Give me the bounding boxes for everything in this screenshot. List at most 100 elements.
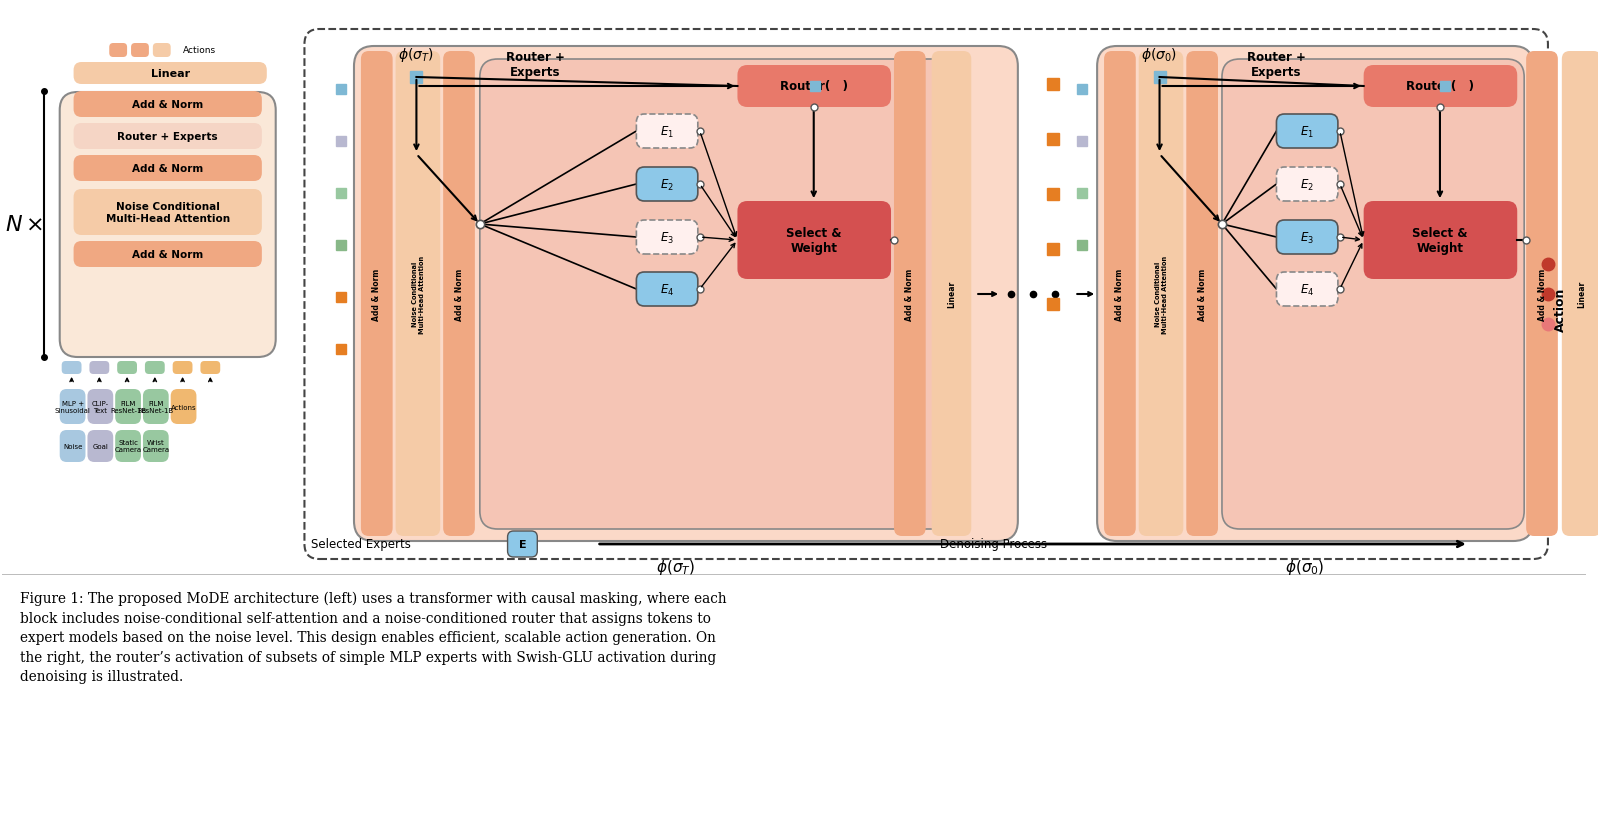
Text: $E_2$: $E_2$: [660, 177, 674, 192]
FancyBboxPatch shape: [115, 390, 141, 424]
FancyBboxPatch shape: [117, 361, 137, 374]
FancyBboxPatch shape: [636, 115, 698, 149]
Text: Add & Norm: Add & Norm: [454, 268, 463, 320]
Text: CLIP-
Text: CLIP- Text: [91, 401, 109, 414]
FancyBboxPatch shape: [74, 124, 262, 150]
Text: Action: Action: [1555, 287, 1568, 332]
FancyBboxPatch shape: [173, 361, 192, 374]
FancyBboxPatch shape: [74, 242, 262, 268]
Text: Add & Norm: Add & Norm: [133, 164, 203, 174]
FancyBboxPatch shape: [142, 390, 169, 424]
Text: Linear: Linear: [948, 281, 956, 308]
Text: Linear: Linear: [152, 69, 190, 79]
FancyBboxPatch shape: [1222, 60, 1524, 529]
Text: Router(   ): Router( ): [1406, 80, 1473, 93]
Text: Add & Norm: Add & Norm: [1115, 268, 1125, 320]
Text: $E_3$: $E_3$: [660, 230, 674, 245]
Text: FiLM
ResNet-1B: FiLM ResNet-1B: [110, 401, 145, 414]
Text: Figure 1: The proposed MoDE architecture (left) uses a transformer with causal m: Figure 1: The proposed MoDE architecture…: [21, 591, 727, 684]
FancyBboxPatch shape: [1526, 52, 1558, 536]
Text: Select &
Weight: Select & Weight: [786, 227, 842, 255]
FancyBboxPatch shape: [355, 47, 1018, 541]
FancyBboxPatch shape: [88, 431, 113, 463]
Text: $E_1$: $E_1$: [660, 124, 674, 139]
Text: Add & Norm: Add & Norm: [1197, 268, 1206, 320]
FancyBboxPatch shape: [893, 52, 925, 536]
Text: $\phi(\sigma_0)$: $\phi(\sigma_0)$: [1141, 46, 1178, 64]
Text: Actions: Actions: [171, 405, 197, 410]
FancyBboxPatch shape: [396, 52, 439, 536]
Text: $E_1$: $E_1$: [1301, 124, 1314, 139]
Text: Wrist
Camera: Wrist Camera: [142, 440, 169, 453]
FancyBboxPatch shape: [1363, 66, 1517, 108]
Text: Router +
Experts: Router + Experts: [1246, 51, 1306, 79]
FancyBboxPatch shape: [131, 44, 149, 58]
FancyBboxPatch shape: [62, 361, 81, 374]
FancyBboxPatch shape: [59, 93, 276, 358]
FancyBboxPatch shape: [145, 361, 165, 374]
Text: $\phi(\sigma_T)$: $\phi(\sigma_T)$: [657, 558, 695, 577]
FancyBboxPatch shape: [508, 532, 537, 557]
Text: Add & Norm: Add & Norm: [133, 100, 203, 110]
Text: Add & Norm: Add & Norm: [372, 268, 382, 320]
FancyBboxPatch shape: [636, 221, 698, 255]
Text: $E_3$: $E_3$: [1301, 230, 1314, 245]
FancyBboxPatch shape: [142, 431, 169, 463]
Text: Denoising Process: Denoising Process: [940, 538, 1047, 551]
FancyBboxPatch shape: [737, 66, 892, 108]
FancyBboxPatch shape: [59, 390, 85, 424]
FancyBboxPatch shape: [74, 92, 262, 118]
FancyBboxPatch shape: [59, 431, 85, 463]
Text: Add & Norm: Add & Norm: [133, 250, 203, 260]
Text: Add & Norm: Add & Norm: [906, 268, 914, 320]
Text: Router + Experts: Router + Experts: [117, 132, 217, 142]
FancyBboxPatch shape: [109, 44, 128, 58]
FancyBboxPatch shape: [115, 431, 141, 463]
Text: Add & Norm: Add & Norm: [1537, 268, 1547, 320]
FancyBboxPatch shape: [1277, 273, 1338, 306]
FancyBboxPatch shape: [636, 273, 698, 306]
FancyBboxPatch shape: [74, 190, 262, 236]
FancyBboxPatch shape: [153, 44, 171, 58]
FancyBboxPatch shape: [200, 361, 221, 374]
Text: $E_4$: $E_4$: [1301, 282, 1314, 297]
FancyBboxPatch shape: [737, 201, 892, 279]
FancyBboxPatch shape: [74, 63, 267, 85]
FancyBboxPatch shape: [88, 390, 113, 424]
Text: E: E: [519, 540, 526, 550]
Text: Actions: Actions: [182, 47, 216, 56]
Text: $\phi(\sigma_0)$: $\phi(\sigma_0)$: [1285, 558, 1325, 577]
Text: $E_2$: $E_2$: [1301, 177, 1314, 192]
Text: $\phi(\sigma_T)$: $\phi(\sigma_T)$: [398, 46, 435, 64]
Text: Goal: Goal: [93, 443, 109, 450]
FancyBboxPatch shape: [1277, 168, 1338, 201]
FancyBboxPatch shape: [1139, 52, 1184, 536]
FancyBboxPatch shape: [89, 361, 109, 374]
FancyBboxPatch shape: [636, 168, 698, 201]
FancyBboxPatch shape: [1098, 47, 1532, 541]
FancyBboxPatch shape: [932, 52, 972, 536]
Text: Noise: Noise: [62, 443, 81, 450]
FancyBboxPatch shape: [171, 390, 197, 424]
FancyBboxPatch shape: [74, 156, 262, 182]
FancyBboxPatch shape: [479, 60, 956, 529]
Text: Static
Camera: Static Camera: [115, 440, 142, 453]
FancyBboxPatch shape: [1277, 115, 1338, 149]
Text: Router +
Experts: Router + Experts: [507, 51, 564, 79]
FancyBboxPatch shape: [1186, 52, 1218, 536]
Text: Select &
Weight: Select & Weight: [1413, 227, 1467, 255]
Text: Noise Conditional
Multi-Head Attention: Noise Conditional Multi-Head Attention: [412, 256, 425, 333]
Text: $E_4$: $E_4$: [660, 282, 674, 297]
Text: $N\times$: $N\times$: [5, 215, 43, 235]
Text: MLP +
Sinusoidal: MLP + Sinusoidal: [54, 401, 91, 414]
Text: FiLM
ResNet-1B: FiLM ResNet-1B: [137, 401, 174, 414]
Text: Noise Conditional
Multi-Head Attention: Noise Conditional Multi-Head Attention: [1155, 256, 1168, 333]
FancyBboxPatch shape: [1363, 201, 1517, 279]
Text: Noise Conditional
Multi-Head Attention: Noise Conditional Multi-Head Attention: [105, 202, 230, 224]
FancyBboxPatch shape: [443, 52, 475, 536]
FancyBboxPatch shape: [1561, 52, 1598, 536]
FancyBboxPatch shape: [1277, 221, 1338, 255]
FancyBboxPatch shape: [361, 52, 393, 536]
FancyBboxPatch shape: [1104, 52, 1136, 536]
Text: Selected Experts: Selected Experts: [312, 538, 411, 551]
